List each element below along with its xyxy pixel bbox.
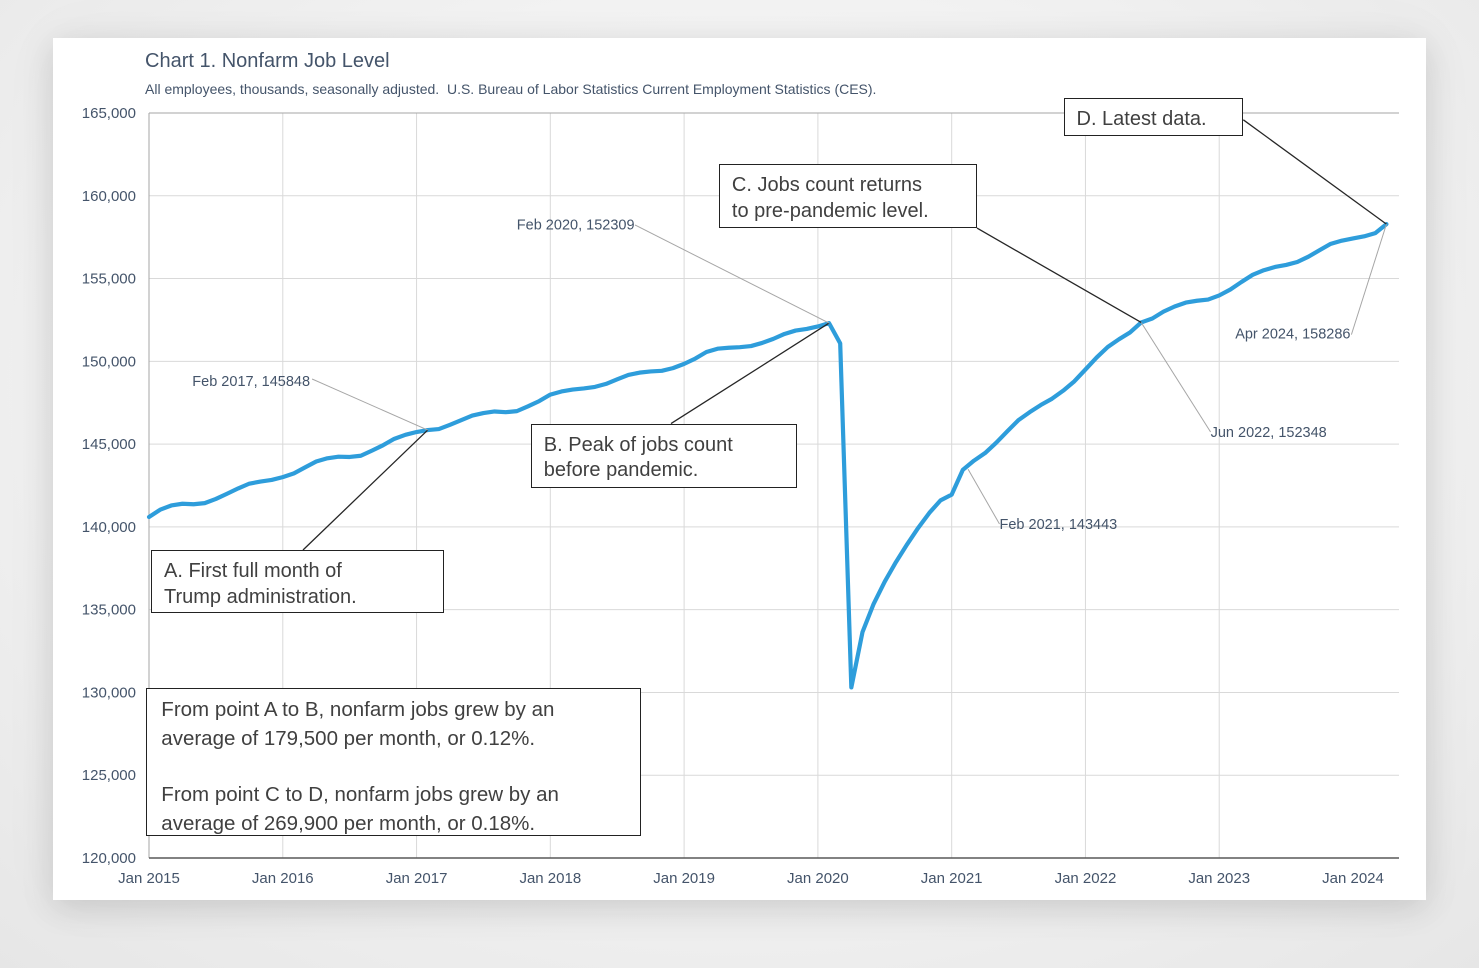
svg-text:Feb 2020, 152309: Feb 2020, 152309 xyxy=(517,218,635,234)
svg-text:Jan 2021: Jan 2021 xyxy=(921,870,983,887)
svg-text:Jan 2016: Jan 2016 xyxy=(252,870,314,887)
svg-text:Jan 2024: Jan 2024 xyxy=(1322,870,1384,887)
svg-text:155,000: 155,000 xyxy=(82,271,136,288)
svg-text:Jan 2022: Jan 2022 xyxy=(1055,870,1117,887)
svg-text:145,000: 145,000 xyxy=(82,436,136,453)
svg-text:165,000: 165,000 xyxy=(82,105,136,122)
svg-text:140,000: 140,000 xyxy=(82,519,136,536)
svg-text:150,000: 150,000 xyxy=(82,353,136,370)
svg-text:Feb 2017, 145848: Feb 2017, 145848 xyxy=(192,374,310,390)
svg-text:120,000: 120,000 xyxy=(82,850,136,867)
svg-text:130,000: 130,000 xyxy=(82,684,136,701)
svg-text:Apr 2024, 158286: Apr 2024, 158286 xyxy=(1235,326,1350,342)
svg-text:Feb 2021, 143443: Feb 2021, 143443 xyxy=(1000,517,1118,533)
svg-text:Jan 2018: Jan 2018 xyxy=(519,870,581,887)
svg-text:Jan 2017: Jan 2017 xyxy=(386,870,448,887)
svg-text:Jan 2019: Jan 2019 xyxy=(653,870,715,887)
svg-text:125,000: 125,000 xyxy=(82,767,136,784)
svg-text:135,000: 135,000 xyxy=(82,602,136,619)
svg-text:Jan 2020: Jan 2020 xyxy=(787,870,849,887)
svg-text:Jun 2022, 152348: Jun 2022, 152348 xyxy=(1211,425,1327,441)
svg-text:Jan 2023: Jan 2023 xyxy=(1188,870,1250,887)
svg-text:Jan 2015: Jan 2015 xyxy=(118,870,180,887)
svg-text:160,000: 160,000 xyxy=(82,188,136,205)
